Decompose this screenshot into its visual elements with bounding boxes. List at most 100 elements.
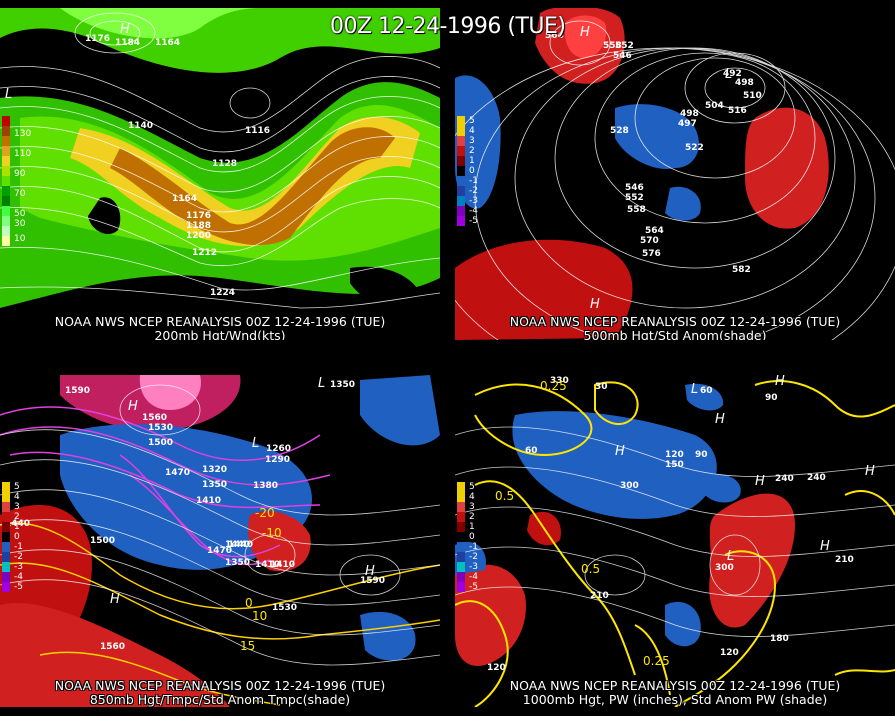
contour-label: 1140 [128,121,153,131]
contour-label: 1440 [225,540,250,550]
contour-label: 1440 [228,540,253,550]
caption-source: NOAA NWS NCEP REANALYSIS 00Z 12-24-1996 … [509,314,841,329]
pw-label: 0.5 [495,489,514,503]
contour-label: 498 [680,109,699,119]
legend-label: 1 [14,522,20,532]
legend-swatch [457,542,465,552]
legend-swatch [2,136,10,146]
legend-swatch [457,482,465,492]
legend-label: 130 [14,129,32,139]
contour-label: 510 [743,91,762,101]
contour-label: 1176 [85,34,110,44]
map-title: 00Z 12-24-1996 (TUE) [330,14,566,39]
contour-label: 1320 [202,465,227,475]
contour-label: 552 [615,41,634,51]
legend-swatch [457,522,465,532]
legend-swatch [2,552,10,562]
contour-label: 558 [627,205,646,215]
legend-label: 5 [14,482,20,492]
low-marker: L [725,67,732,82]
pw-label: 0.25 [643,654,670,668]
panel-caption: NOAA NWS NCEP REANALYSIS 00Z 12-24-1996 … [0,314,440,341]
legend-label: 5 [469,116,475,126]
legend-swatch [457,512,465,522]
contour-label: 60 [525,446,538,456]
legend-swatch [457,582,465,592]
contour-label: 576 [642,249,661,259]
legend-label: 3 [469,502,475,512]
contour-label: 1440 [5,519,30,529]
caption-field: 200mb Hgt/Wnd(kts) [154,328,286,341]
contour-label: 1470 [207,546,232,556]
contour-label: 1164 [155,38,180,48]
contour-label: 1116 [245,126,270,136]
legend-swatch [457,186,465,196]
panel-850mb: 1590 1560 1530 1500 1470 1320 1350 1410 … [0,375,440,707]
panel-caption: NOAA NWS NCEP REANALYSIS 00Z 12-24-1996 … [455,314,895,341]
high-marker: H [590,297,600,312]
contour-label: 240 [775,474,794,484]
legend-swatch [2,226,10,236]
legend-label: -1 [14,542,23,552]
low-marker: L [318,376,325,391]
legend-label: -3 [469,196,478,206]
temp-label: -20 [255,506,275,520]
contour-label: 1530 [272,603,297,613]
contour-label: 30 [595,382,608,392]
high-marker: H [580,25,590,40]
contour-label: 1128 [212,159,237,169]
legend-label: 2 [469,512,475,522]
low-marker: L [727,549,734,564]
legend-swatch [2,502,10,512]
high-marker: H [615,444,625,459]
caption-source: NOAA NWS NCEP REANALYSIS 00Z 12-24-1996 … [54,314,386,329]
high-marker: H [715,412,725,427]
high-marker: H [865,464,875,479]
low-marker: L [5,87,12,102]
legend-swatch [2,522,10,532]
legend-swatch [2,216,10,226]
pw-label: 0.5 [581,562,600,576]
contour-label: 564 [645,226,664,236]
contour-label: 150 [665,460,684,470]
contour-label: 210 [835,555,854,565]
legend-label: 50 [14,209,26,219]
legend-swatch [2,512,10,522]
high-marker: H [120,22,130,37]
legend-label: 2 [14,512,20,522]
caption-source: NOAA NWS NCEP REANALYSIS 00Z 12-24-1996 … [54,678,386,693]
legend-swatch [457,552,465,562]
contour-label: 330 [550,376,569,386]
contour-label: 1188 [186,221,211,231]
pw-label: 0.25 [540,379,567,393]
legend-swatch [457,216,465,226]
caption-field: 850mb Hgt/Tmpc/Std Anom Tmpc(shade) [89,692,351,707]
legend-label: 110 [14,149,32,159]
contour-label: 582 [732,265,751,275]
legend-swatch [457,156,465,166]
legend-label: -4 [469,572,478,582]
contour-label: 1590 [360,576,385,586]
legend-swatch [2,176,10,186]
legend-swatch [457,126,465,136]
legend-label: -3 [469,562,478,572]
map-200mb: 1176 1184 1164 1140 1116 1128 1164 1176 … [0,8,440,340]
high-marker: H [128,399,138,414]
contour-label: 1560 [100,642,125,652]
contour-label: 1290 [265,455,290,465]
contour-label: 1410 [196,496,221,506]
contour-label: 1184 [115,38,140,48]
legend-label: 90 [14,169,26,179]
legend-swatch [457,116,465,126]
contour-label: 1470 [165,468,190,478]
high-marker: H [775,375,785,389]
legend-swatch [2,116,10,126]
contour-label: 1410 [255,560,280,570]
legend-swatch [2,146,10,156]
legend-label: 30 [14,219,26,229]
contour-label: 120 [720,648,739,658]
panel-500mb: 564 558 552 546 492 498 510 504 516 498 … [455,8,895,340]
legend-swatch [457,492,465,502]
legend-swatch [2,206,10,216]
contour-label: 552 [625,193,644,203]
